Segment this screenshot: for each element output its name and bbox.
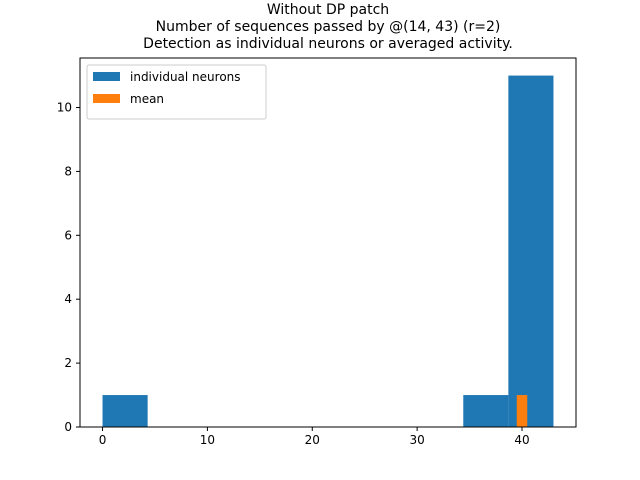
legend-label-0: individual neurons	[130, 70, 241, 84]
y-tick-label-5: 10	[57, 101, 72, 115]
chart-title: Without DP patch Number of sequences pas…	[143, 2, 513, 52]
x-tick-label-4: 40	[514, 433, 529, 447]
axes-layer: 0 10 20 30 40 0 2 4 6 8 10	[57, 57, 577, 447]
y-tick-label-1: 2	[64, 356, 72, 370]
bars-layer	[102, 75, 554, 428]
bar-individual-neurons-0	[102, 395, 148, 427]
title-line-2: Number of sequences passed by @(14, 43) …	[156, 19, 501, 35]
bar-individual-neurons-9	[508, 75, 554, 428]
legend-label-1: mean	[130, 92, 164, 106]
y-tick-label-0: 0	[64, 420, 72, 434]
legend-swatch-1	[93, 94, 120, 103]
x-tick-label-3: 30	[409, 433, 424, 447]
y-tick-label-3: 6	[64, 228, 72, 242]
x-tick-label-2: 20	[305, 433, 320, 447]
axes-frame	[79, 57, 577, 428]
legend: individual neurons mean	[86, 64, 267, 120]
legend-box	[86, 64, 267, 120]
y-tick-label-4: 8	[64, 164, 72, 178]
bar-mean-0	[516, 395, 528, 427]
title-line-3: Detection as individual neurons or avera…	[143, 36, 513, 52]
x-tick-label-0: 0	[99, 433, 107, 447]
y-tick-label-2: 4	[64, 292, 72, 306]
legend-swatch-0	[93, 72, 120, 81]
title-line-1: Without DP patch	[267, 2, 389, 18]
x-tick-label-1: 10	[200, 433, 215, 447]
bar-individual-neurons-8	[463, 395, 509, 427]
